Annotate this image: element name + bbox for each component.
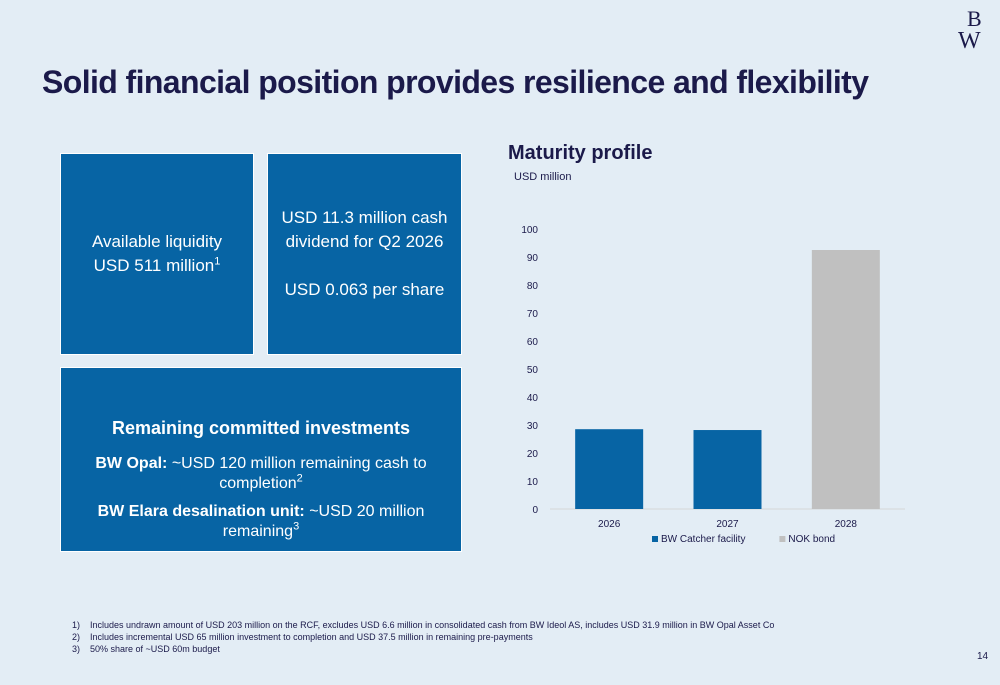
dividend-per-share: USD 0.063 per share	[284, 280, 445, 299]
slide-title: Solid financial position provides resili…	[42, 64, 869, 100]
footnote-ref-1: 1	[214, 255, 221, 268]
legend-label: BW Catcher facility	[661, 534, 745, 545]
y-tick-label: 0	[532, 505, 538, 516]
y-tick-label: 50	[527, 365, 539, 376]
dividend-line-2: dividend for Q2 2026	[285, 232, 444, 251]
svg-text:B: B	[967, 6, 982, 31]
footnote-text: Includes undrawn amount of USD 203 milli…	[90, 620, 775, 630]
investment-item-text: ~USD 120 million remaining cash to compl…	[167, 455, 427, 492]
footnote-1: 1) Includes undrawn amount of USD 203 mil…	[72, 619, 774, 631]
dividend-box: USD 11.3 million cash dividend for Q2 20…	[268, 154, 461, 354]
footnote-text: Includes incremental USD 65 million inve…	[90, 632, 533, 642]
bar-nok-bond-2028	[811, 250, 880, 509]
legend-swatch	[652, 536, 658, 542]
y-tick-label: 100	[521, 225, 538, 236]
legend-swatch	[779, 536, 786, 542]
investment-item-label: BW Elara desalination unit:	[97, 503, 305, 520]
available-liquidity-box: Available liquidity USD 511 million1	[61, 154, 253, 354]
investment-item-bw-opal: BW Opal: ~USD 120 million remaining cash…	[61, 454, 461, 494]
x-tick-label: 2027	[716, 519, 739, 530]
page-number: 14	[977, 651, 989, 662]
chart-title: Maturity profile	[508, 142, 653, 164]
y-tick-label: 40	[527, 393, 539, 404]
bw-logo: B W	[958, 6, 982, 52]
footnotes: 1) Includes undrawn amount of USD 203 mil…	[72, 619, 774, 655]
footnote-number: 1)	[72, 620, 81, 630]
footnote-2: 2) Includes incremental USD 65 million in…	[72, 631, 774, 643]
committed-investments-box: Remaining committed investments BW Opal:…	[61, 368, 461, 551]
footnote-3: 3) 50% share of ~USD 60m budget	[72, 643, 774, 655]
maturity-profile-chart: 0 10 20 30 40 50 60 70 80 90 100 2026 2027 2028 BW Cat…	[521, 225, 905, 545]
footnote-ref-3: 3	[293, 520, 300, 533]
bar-bw-catcher-facility-2026	[575, 429, 644, 509]
footnote-number: 2)	[72, 632, 81, 642]
legend-label: NOK bond	[788, 534, 835, 545]
footnote-text: 50% share of ~USD 60m budget	[90, 644, 220, 654]
footnote-ref-2: 2	[296, 472, 303, 485]
liquidity-amount: USD 511 million	[93, 256, 215, 275]
bar-bw-catcher-facility-2027	[693, 430, 762, 509]
y-tick-label: 90	[527, 253, 539, 264]
investment-item-bw-elara: BW Elara desalination unit: ~USD 20 mill…	[61, 502, 461, 542]
x-tick-label: 2026	[598, 519, 621, 530]
y-tick-label: 60	[527, 337, 539, 348]
footnote-number: 3)	[72, 644, 81, 654]
y-tick-label: 20	[527, 449, 539, 460]
y-tick-label: 30	[527, 421, 539, 432]
dividend-line-1: USD 11.3 million cash	[281, 208, 448, 227]
investments-heading: Remaining committed investments	[111, 418, 411, 438]
svg-text:W: W	[958, 28, 981, 52]
chart-unit-label: USD million	[514, 171, 572, 183]
x-tick-label: 2028	[835, 519, 858, 530]
liquidity-line-2: USD 511 million1	[94, 254, 221, 278]
liquidity-line-1: Available liquidity	[91, 232, 223, 251]
investment-item-label: BW Opal:	[95, 455, 168, 472]
y-tick-label: 70	[527, 309, 539, 320]
investment-item-text: ~USD 20 million remaining	[222, 503, 425, 540]
y-tick-label: 80	[527, 281, 539, 292]
y-tick-label: 10	[527, 477, 539, 488]
